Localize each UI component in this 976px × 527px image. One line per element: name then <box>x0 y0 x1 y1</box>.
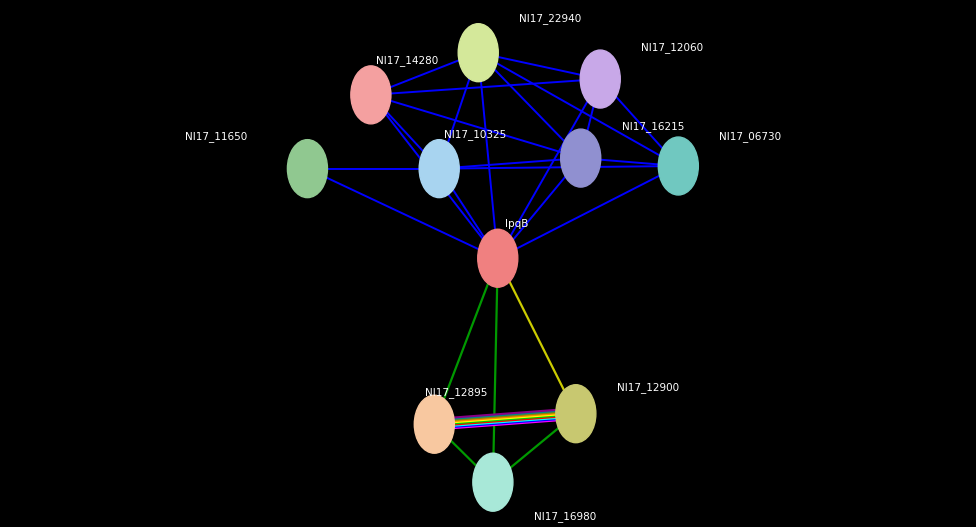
Text: NI17_12895: NI17_12895 <box>425 387 487 398</box>
Ellipse shape <box>414 395 455 453</box>
Ellipse shape <box>350 66 391 124</box>
Ellipse shape <box>658 137 699 195</box>
Ellipse shape <box>419 140 460 198</box>
Text: NI17_22940: NI17_22940 <box>519 13 582 24</box>
Text: NI17_11650: NI17_11650 <box>185 132 248 142</box>
Text: NI17_06730: NI17_06730 <box>719 132 782 142</box>
Ellipse shape <box>287 140 328 198</box>
Ellipse shape <box>477 229 518 287</box>
Ellipse shape <box>580 50 621 108</box>
Text: NI17_12900: NI17_12900 <box>617 382 679 393</box>
Ellipse shape <box>458 24 499 82</box>
Text: NI17_14280: NI17_14280 <box>376 55 438 66</box>
Ellipse shape <box>555 385 596 443</box>
Text: lpqB: lpqB <box>505 219 528 229</box>
Text: NI17_16980: NI17_16980 <box>534 511 596 522</box>
Text: NI17_10325: NI17_10325 <box>444 129 507 140</box>
Ellipse shape <box>472 453 513 511</box>
Text: NI17_12060: NI17_12060 <box>641 42 704 53</box>
Text: NI17_16215: NI17_16215 <box>622 121 684 132</box>
Ellipse shape <box>560 129 601 187</box>
